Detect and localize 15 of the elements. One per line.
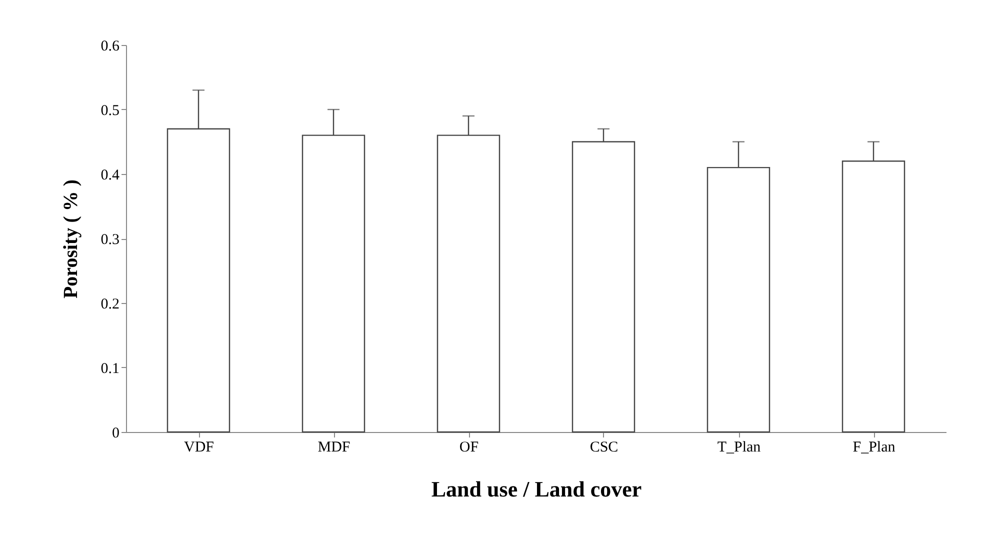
x-axis-title: Land use / Land cover [431, 476, 642, 502]
x-tick-label: OF [459, 440, 479, 456]
y-axis-title: Porosity ( % ) [60, 179, 82, 299]
x-tick-label: F_Plan [852, 440, 896, 456]
y-tick-label: 0.2 [100, 296, 120, 312]
y-tick-label: 0.5 [100, 103, 120, 119]
x-tick-label: VDF [184, 440, 214, 456]
y-tick-label: 0.4 [100, 168, 120, 184]
x-tick-label: CSC [590, 440, 618, 456]
y-tick-label: 0.1 [100, 361, 120, 377]
y-tick-label: 0.6 [100, 38, 120, 54]
y-tick-label: 0 [112, 426, 120, 442]
x-tick-label: T_Plan [717, 440, 762, 456]
y-tick-label: 0.3 [100, 232, 120, 248]
x-tick-label: MDF [318, 440, 350, 456]
